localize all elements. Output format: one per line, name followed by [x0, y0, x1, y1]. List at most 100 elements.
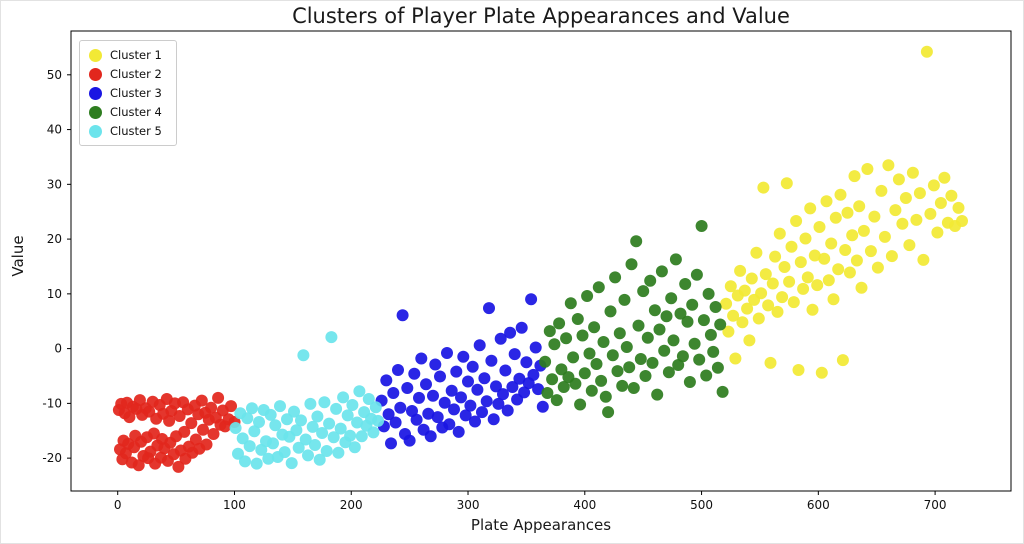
point-cluster-1: [841, 206, 854, 219]
point-cluster-1: [846, 229, 859, 242]
point-cluster-1: [773, 227, 786, 240]
point-cluster-3: [462, 375, 474, 388]
point-cluster-4: [613, 327, 626, 340]
point-cluster-3: [494, 332, 507, 345]
point-cluster-5: [351, 416, 364, 429]
point-cluster-5: [362, 393, 375, 405]
point-cluster-3: [422, 407, 435, 420]
point-cluster-5: [355, 430, 368, 443]
point-cluster-1: [806, 303, 819, 316]
point-cluster-1: [799, 232, 812, 245]
point-cluster-1: [952, 201, 965, 214]
point-cluster-4: [553, 317, 566, 330]
point-cluster-5: [281, 413, 293, 426]
point-cluster-4: [599, 390, 612, 403]
point-cluster-3: [429, 358, 442, 371]
point-cluster-3: [452, 425, 465, 438]
point-cluster-5: [290, 424, 303, 437]
point-cluster-4: [686, 298, 699, 311]
point-cluster-3: [457, 350, 470, 363]
point-cluster-1: [724, 280, 737, 293]
point-cluster-5: [267, 437, 279, 450]
legend-swatch-cluster-4-icon: [89, 105, 102, 119]
point-cluster-1: [759, 268, 772, 281]
point-cluster-3: [536, 400, 549, 413]
point-cluster-3: [380, 374, 393, 387]
point-cluster-4: [625, 258, 638, 271]
point-cluster-1: [787, 296, 800, 309]
point-cluster-4: [674, 307, 687, 320]
point-cluster-5: [302, 449, 314, 462]
point-cluster-4: [630, 235, 643, 248]
point-cluster-5: [232, 447, 244, 460]
point-cluster-1: [722, 325, 735, 338]
point-cluster-4: [578, 367, 591, 380]
point-cluster-3: [515, 321, 528, 334]
point-cluster-5: [278, 446, 291, 459]
point-cluster-3: [382, 408, 395, 421]
point-cluster-2: [207, 428, 220, 440]
point-cluster-3: [508, 348, 521, 361]
point-cluster-5: [274, 400, 286, 413]
point-cluster-5: [299, 433, 312, 446]
point-cluster-5: [311, 410, 324, 423]
y-tick-label: 30: [47, 177, 62, 191]
point-cluster-5: [330, 402, 343, 415]
y-tick-label: 20: [47, 232, 62, 246]
point-cluster-1: [769, 250, 782, 263]
legend-swatch-cluster-1-icon: [89, 48, 102, 62]
point-cluster-5: [344, 429, 357, 442]
point-cluster-1: [736, 316, 749, 329]
x-tick-label: 300: [457, 498, 480, 512]
point-cluster-1: [778, 261, 791, 273]
point-cluster-1: [913, 187, 926, 200]
point-cluster-4: [627, 382, 640, 394]
point-cluster-4: [667, 334, 680, 347]
point-cluster-1: [892, 173, 905, 186]
point-cluster-3: [485, 354, 498, 367]
point-cluster-4: [646, 356, 659, 369]
point-cluster-5: [346, 399, 359, 411]
point-cluster-4: [702, 287, 715, 300]
point-cluster-4: [576, 329, 589, 342]
point-cluster-3: [459, 409, 472, 422]
point-cluster-1: [855, 281, 868, 294]
point-cluster-2: [197, 423, 209, 436]
point-cluster-4: [571, 313, 584, 325]
point-cluster-4: [585, 384, 598, 397]
point-cluster-1: [864, 245, 877, 258]
point-cluster-5: [306, 420, 319, 433]
legend: Cluster 1 Cluster 2 Cluster 3 Cluster 4 …: [79, 40, 177, 146]
point-cluster-4: [634, 353, 647, 365]
y-tick-label: 0: [54, 342, 62, 356]
point-cluster-4: [564, 297, 577, 310]
point-cluster-1: [839, 244, 852, 256]
point-cluster-1: [825, 237, 838, 250]
point-cluster-1: [801, 271, 814, 284]
x-tick-label: 700: [924, 498, 947, 512]
legend-swatch-cluster-2-icon: [89, 67, 102, 81]
point-cluster-4: [697, 314, 710, 327]
y-tick-label: 10: [47, 287, 62, 301]
point-cluster-4: [648, 304, 661, 317]
point-cluster-4: [676, 350, 689, 363]
point-cluster-4: [618, 293, 631, 306]
point-cluster-2: [185, 417, 198, 430]
y-axis-label: Value: [9, 235, 27, 277]
point-cluster-1: [808, 249, 821, 262]
point-cluster-4: [602, 406, 615, 419]
point-cluster-1: [861, 163, 874, 175]
point-cluster-4: [588, 321, 601, 334]
point-cluster-5: [323, 417, 336, 430]
point-cluster-3: [513, 372, 526, 385]
point-cluster-4: [639, 370, 652, 382]
legend-item-cluster-4: Cluster 4: [89, 105, 162, 119]
x-tick-label: 0: [114, 498, 122, 512]
point-cluster-2: [172, 460, 185, 473]
point-cluster-3: [434, 370, 446, 383]
x-tick-label: 500: [690, 498, 713, 512]
point-cluster-4: [597, 336, 610, 348]
legend-swatch-cluster-5-icon: [89, 124, 102, 138]
point-cluster-4: [690, 268, 703, 281]
